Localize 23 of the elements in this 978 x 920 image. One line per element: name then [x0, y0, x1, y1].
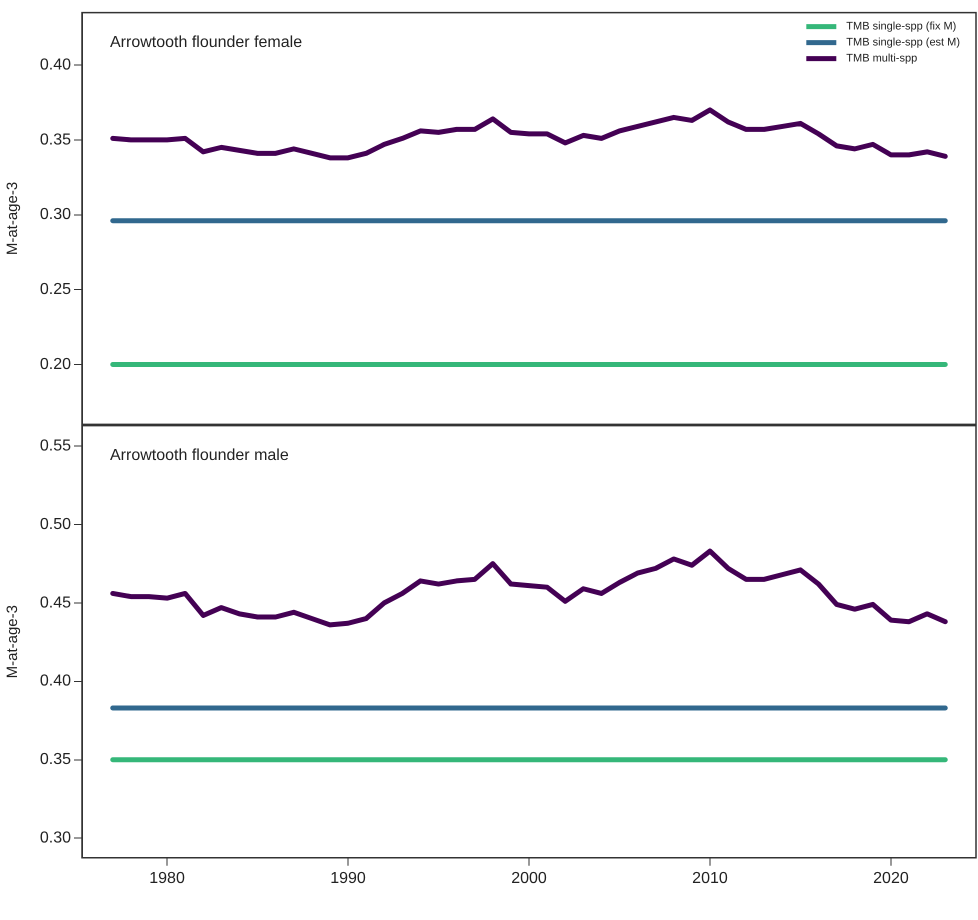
- y-tick-label: 0.40: [40, 56, 72, 74]
- legend-label: TMB single-spp (fix M): [846, 20, 956, 33]
- legend-label: TMB single-spp (est M): [846, 36, 960, 49]
- y-tick-label: 0.50: [40, 516, 72, 533]
- x-tick-label: 2010: [692, 870, 728, 887]
- y-tick-label: 0.20: [40, 356, 72, 373]
- y-tick-label: 0.55: [40, 437, 72, 454]
- y-tick-label: 0.30: [40, 830, 72, 847]
- y-tick-label: 0.45: [40, 594, 72, 612]
- x-tick-label: 2000: [511, 870, 547, 887]
- x-tick-label: 1990: [330, 870, 366, 887]
- y-tick-label: 0.35: [40, 751, 72, 768]
- text: Arrowtooth flounder male: [110, 447, 289, 464]
- y-axis-title: M-at-age-3: [4, 182, 22, 256]
- y-tick-label: 0.35: [40, 131, 72, 148]
- y-tick-label: 0.30: [40, 206, 72, 224]
- x-tick-label: 2020: [873, 870, 909, 887]
- y-axis-title: M-at-age-3: [4, 605, 22, 678]
- text: Arrowtooth flounder female: [110, 34, 302, 52]
- y-tick-label: 0.25: [40, 281, 72, 298]
- x-tick-label: 1980: [149, 870, 185, 887]
- legend-label: TMB multi-spp: [846, 52, 918, 65]
- y-tick-label: 0.40: [40, 672, 72, 690]
